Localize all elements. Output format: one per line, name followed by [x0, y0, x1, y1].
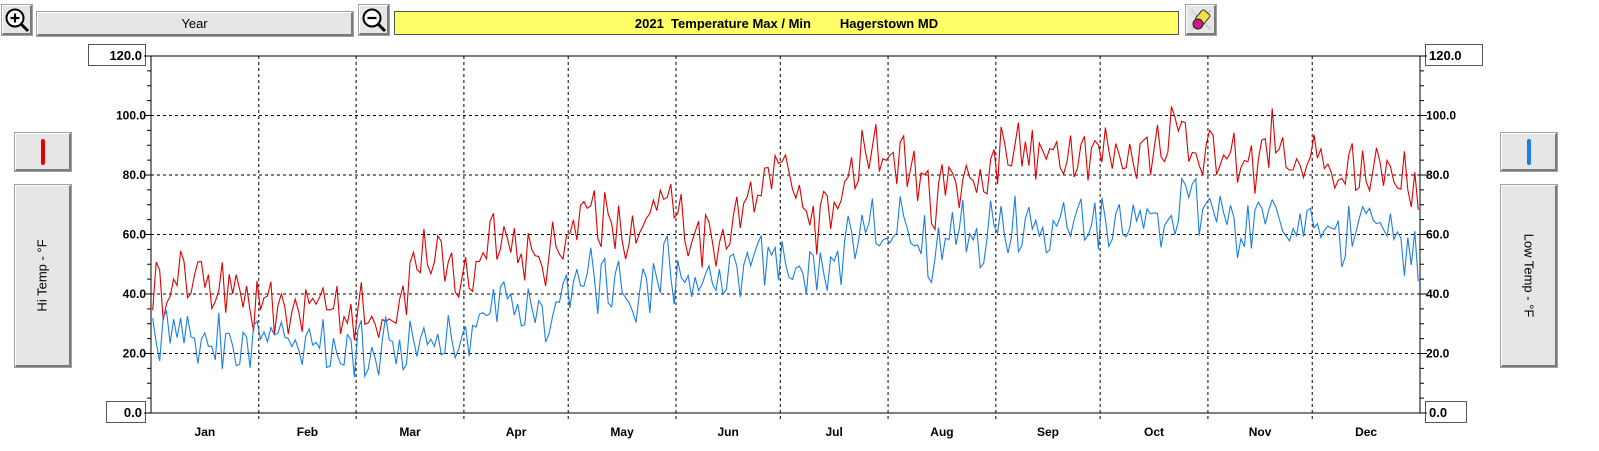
y-tick-label-left: 60.0: [123, 228, 147, 242]
zoom-out-icon: [362, 8, 386, 32]
y-tick-label-right: 20.0: [1426, 347, 1450, 361]
plot-frame: [150, 55, 1421, 414]
low-series-swatch: [1526, 138, 1531, 165]
period-selector[interactable]: Year: [37, 12, 353, 36]
y-tick-label-left: 80.0: [123, 168, 147, 182]
month-label: Jun: [717, 425, 738, 439]
clear-button[interactable]: [1186, 5, 1216, 35]
low-axis-label-button[interactable]: Low Temp - °F: [1501, 185, 1557, 367]
y-max-right[interactable]: 120.0: [1425, 44, 1483, 66]
hi-axis-label-button[interactable]: Hi Temp - °F: [15, 185, 71, 367]
month-label: Feb: [297, 425, 318, 439]
eraser-icon: [1189, 8, 1212, 31]
month-label: Apr: [506, 425, 527, 439]
y-min-right[interactable]: 0.0: [1425, 401, 1467, 423]
zoom-in-button[interactable]: [2, 5, 32, 35]
zoom-out-button[interactable]: [359, 5, 389, 35]
y-tick-label-right: 60.0: [1426, 228, 1450, 242]
month-label: Jul: [826, 425, 843, 439]
y-min-left[interactable]: 0.0: [106, 401, 146, 423]
y-tick-label-right: 40.0: [1426, 287, 1450, 301]
month-label: Mar: [399, 425, 421, 439]
month-label: May: [610, 425, 634, 439]
hi-series-color-button[interactable]: [15, 133, 71, 171]
month-label: Nov: [1249, 425, 1272, 439]
y-tick-label-left: 20.0: [123, 347, 147, 361]
y-tick-label-left: 100.0: [116, 109, 146, 123]
month-label: Sep: [1037, 425, 1059, 439]
y-tick-label-right: 100.0: [1426, 109, 1456, 123]
low-temp-line: [152, 176, 1419, 379]
low-series-color-button[interactable]: [1501, 133, 1557, 171]
y-max-left[interactable]: 120.0: [88, 44, 146, 66]
chart-title: 2021 Temperature Max / Min Hagerstown MD: [394, 11, 1179, 35]
zoom-in-icon: [5, 8, 29, 32]
y-tick-label-right: 80.0: [1426, 168, 1450, 182]
hi-temp-line: [152, 106, 1419, 341]
month-label: Oct: [1144, 425, 1164, 439]
month-label: Jan: [195, 425, 216, 439]
hi-series-swatch: [40, 138, 45, 165]
y-tick-label-left: 40.0: [123, 287, 147, 301]
month-label: Dec: [1355, 425, 1377, 439]
month-label: Aug: [930, 425, 953, 439]
period-label: Year: [181, 16, 208, 31]
